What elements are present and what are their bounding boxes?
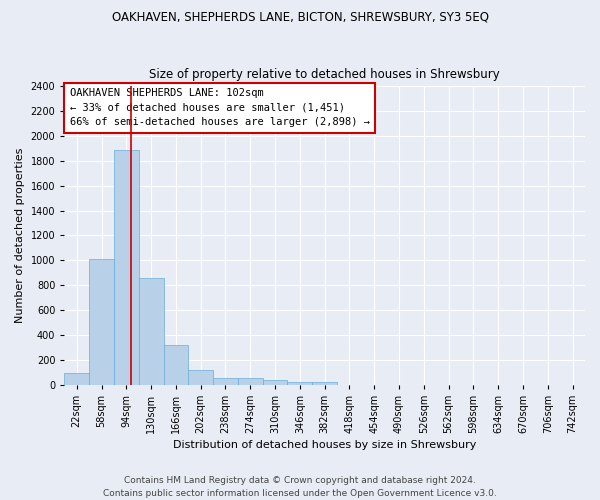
Title: Size of property relative to detached houses in Shrewsbury: Size of property relative to detached ho… [149, 68, 500, 81]
Bar [287, 382, 312, 384]
Text: OAKHAVEN SHEPHERDS LANE: 102sqm
← 33% of detached houses are smaller (1,451)
66%: OAKHAVEN SHEPHERDS LANE: 102sqm ← 33% of… [70, 88, 370, 128]
Bar [139, 278, 164, 384]
Bar [64, 374, 89, 384]
Bar [114, 150, 139, 384]
Bar [188, 370, 213, 384]
Y-axis label: Number of detached properties: Number of detached properties [15, 148, 25, 323]
Bar [89, 259, 114, 384]
Bar [238, 378, 263, 384]
Text: Contains HM Land Registry data © Crown copyright and database right 2024.
Contai: Contains HM Land Registry data © Crown c… [103, 476, 497, 498]
Bar [164, 345, 188, 385]
Text: OAKHAVEN, SHEPHERDS LANE, BICTON, SHREWSBURY, SY3 5EQ: OAKHAVEN, SHEPHERDS LANE, BICTON, SHREWS… [112, 10, 488, 23]
Bar [213, 378, 238, 384]
Bar [263, 380, 287, 384]
Bar [312, 382, 337, 384]
X-axis label: Distribution of detached houses by size in Shrewsbury: Distribution of detached houses by size … [173, 440, 476, 450]
